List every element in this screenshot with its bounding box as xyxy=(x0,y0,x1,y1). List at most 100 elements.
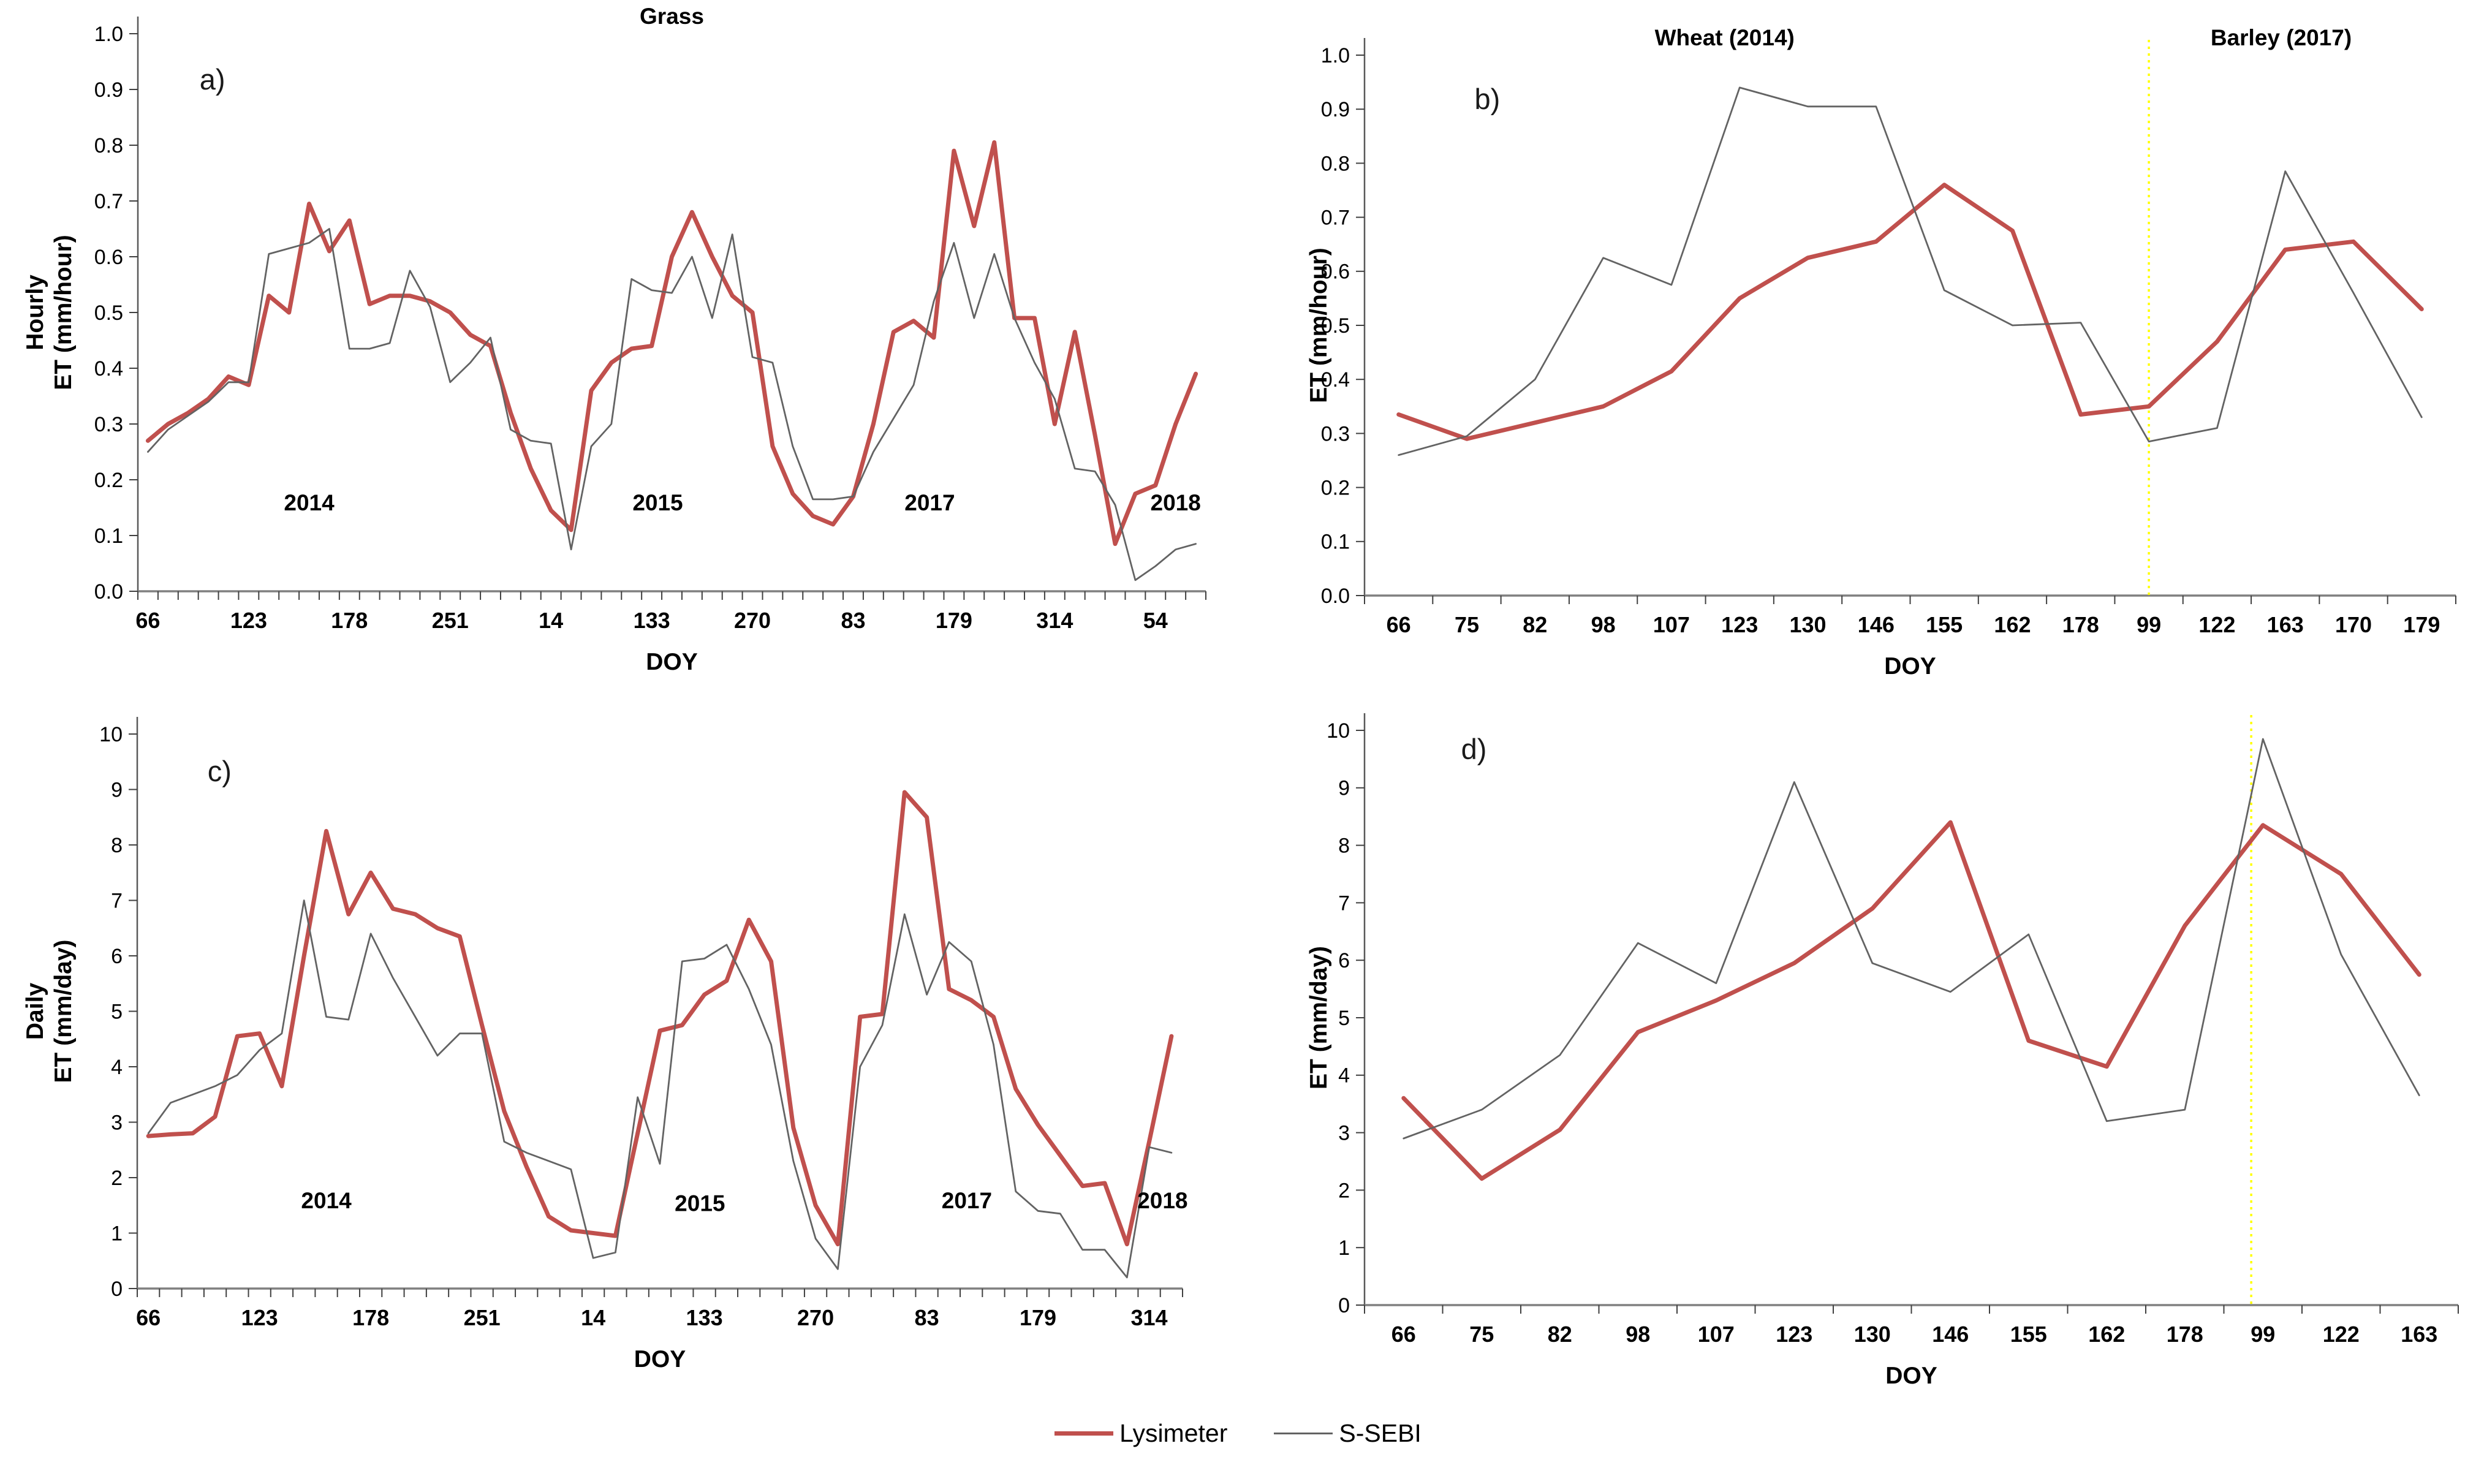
x-ticks-c xyxy=(137,1289,1183,1297)
x-tick-label: 133 xyxy=(686,1305,723,1330)
x-tick-label: 178 xyxy=(2167,1322,2203,1347)
x-tick-label: 82 xyxy=(1523,612,1547,637)
year-label-2017: 2017 xyxy=(942,1188,992,1213)
y-axis-title-a: ET (mm/hour) xyxy=(50,235,77,390)
y-tick-label: 2 xyxy=(1338,1179,1350,1202)
lysimeter-line-swatch xyxy=(1054,1431,1114,1436)
y-tick-labels-c: 0 1 2 3 4 5 6 7 8 9 10 xyxy=(99,723,137,1301)
x-tick-label: 155 xyxy=(1926,612,1963,637)
panel-b: 0.0 0.1 0.2 0.3 0.4 0.5 0.6 0.7 0.8 0.9 1.0 66 75 82 9… xyxy=(1306,25,2456,680)
year-label-2018: 2018 xyxy=(1137,1188,1187,1213)
x-tick-label: 155 xyxy=(2010,1322,2047,1347)
x-tick-label: 14 xyxy=(539,608,563,633)
y-tick-label: 0.1 xyxy=(94,524,123,548)
y-axis-title-d: ET (mm/day) xyxy=(1306,946,1332,1089)
y-tick-label: 0.8 xyxy=(1321,152,1350,175)
x-tick-labels-b: 66 75 82 98 107 123 130 146 155 162 178 99 122 163 170… xyxy=(1387,612,2440,637)
x-tick-label: 98 xyxy=(1591,612,1616,637)
s-sebi-line-a xyxy=(146,228,1197,581)
s-sebi-line-b xyxy=(1398,86,2423,456)
y-tick-label: 0.4 xyxy=(94,357,123,380)
y-tick-label: 9 xyxy=(1338,777,1350,800)
y-tick-label: 0.9 xyxy=(1321,98,1350,121)
y-tick-label: 0.5 xyxy=(1321,314,1350,338)
x-tick-label: 83 xyxy=(841,608,865,633)
y-tick-label: 1 xyxy=(111,1222,123,1245)
y-tick-label: 5 xyxy=(1338,1007,1350,1030)
year-label-2015: 2015 xyxy=(675,1191,725,1216)
x-tick-label: 178 xyxy=(331,608,368,633)
x-tick-label: 122 xyxy=(2323,1322,2360,1347)
x-tick-label: 98 xyxy=(1626,1322,1650,1347)
x-tick-label: 107 xyxy=(1698,1322,1735,1347)
panel-letter-b: b) xyxy=(1474,83,1500,115)
x-tick-label: 314 xyxy=(1036,608,1073,633)
y-tick-label: 0.6 xyxy=(1321,260,1350,284)
x-tick-label: 270 xyxy=(734,608,771,633)
chart-title: Wheat (2014) xyxy=(1655,25,1795,50)
x-tick-label: 99 xyxy=(2251,1322,2275,1347)
y-tick-label: 0.4 xyxy=(1321,368,1350,392)
lysimeter-line-b xyxy=(1396,183,2424,441)
y-axis-title-a: Hourly xyxy=(22,274,48,350)
y-tick-label: 1.0 xyxy=(1321,44,1350,67)
x-tick-label: 130 xyxy=(1854,1322,1891,1347)
y-tick-label: 0.0 xyxy=(94,580,123,604)
y-tick-label: 8 xyxy=(111,834,123,857)
x-tick-label: 66 xyxy=(1391,1322,1416,1347)
x-tick-label: 133 xyxy=(634,608,670,633)
s-sebi-line-d xyxy=(1403,738,2420,1140)
x-axis-title-d: DOY xyxy=(1885,1363,1937,1389)
x-tick-label: 82 xyxy=(1548,1322,1572,1347)
x-ticks-b xyxy=(1364,596,2456,604)
y-tick-label: 4 xyxy=(111,1056,123,1079)
x-tick-labels-a: 66 123 178 251 14 133 270 83 179 314 54 xyxy=(135,608,1167,633)
x-tick-label: 123 xyxy=(1721,612,1758,637)
x-ticks-a xyxy=(137,591,1206,600)
y-tick-label: 0 xyxy=(1338,1294,1350,1317)
x-tick-label: 179 xyxy=(936,608,972,633)
x-tick-label: 14 xyxy=(581,1305,605,1330)
y-tick-label: 0.7 xyxy=(94,190,123,213)
lysimeter-line-c xyxy=(146,790,1174,1247)
x-tick-label: 107 xyxy=(1653,612,1690,637)
legend-label-lysimeter: Lysimeter xyxy=(1119,1419,1228,1447)
x-tick-label: 83 xyxy=(915,1305,939,1330)
x-axis-title-b: DOY xyxy=(1884,653,1936,680)
year-label-2018: 2018 xyxy=(1151,490,1201,515)
x-tick-label: 251 xyxy=(432,608,469,633)
year-label-2015: 2015 xyxy=(632,490,683,515)
panel-a: 0.0 0.1 0.2 0.3 0.4 0.5 0.6 0.7 0.8 0.9 1.0 66 123 17… xyxy=(22,4,1206,675)
y-axis-title-b: ET (mm/hour) xyxy=(1306,248,1332,403)
x-tick-label: 130 xyxy=(1789,612,1826,637)
y-tick-label: 0.6 xyxy=(94,246,123,269)
y-tick-label: 10 xyxy=(1327,719,1350,743)
y-axis-title-c: ET (mm/day) xyxy=(50,939,77,1083)
y-tick-label: 1 xyxy=(1338,1236,1350,1260)
x-tick-label: 99 xyxy=(2137,612,2161,637)
y-tick-label: 6 xyxy=(111,945,123,968)
x-tick-label: 123 xyxy=(230,608,267,633)
y-axis-title-c: Daily xyxy=(22,983,48,1040)
x-tick-label: 163 xyxy=(2267,612,2304,637)
y-tick-label: 9 xyxy=(111,778,123,801)
x-tick-label: 179 xyxy=(2403,612,2440,637)
legend: Lysimeter S-SEBI xyxy=(0,1419,2476,1448)
y-tick-label: 0.1 xyxy=(1321,531,1350,554)
y-tick-label: 4 xyxy=(1338,1064,1350,1088)
x-tick-label: 66 xyxy=(136,1305,161,1330)
y-tick-label: 3 xyxy=(111,1111,123,1134)
panel-letter-d: d) xyxy=(1461,733,1487,765)
x-tick-label: 146 xyxy=(1858,612,1895,637)
y-tick-label: 7 xyxy=(111,889,123,912)
chart-title: Grass xyxy=(640,4,704,29)
y-tick-labels-b: 0.0 0.1 0.2 0.3 0.4 0.5 0.6 0.7 0.8 0.9 1.0 xyxy=(1321,44,1365,608)
year-label-2017: 2017 xyxy=(904,490,955,515)
y-tick-label: 0 xyxy=(111,1278,123,1301)
year-label-2014: 2014 xyxy=(284,490,335,515)
y-tick-label: 8 xyxy=(1338,835,1350,858)
legend-item-ssebi: S-SEBI xyxy=(1274,1419,1422,1448)
